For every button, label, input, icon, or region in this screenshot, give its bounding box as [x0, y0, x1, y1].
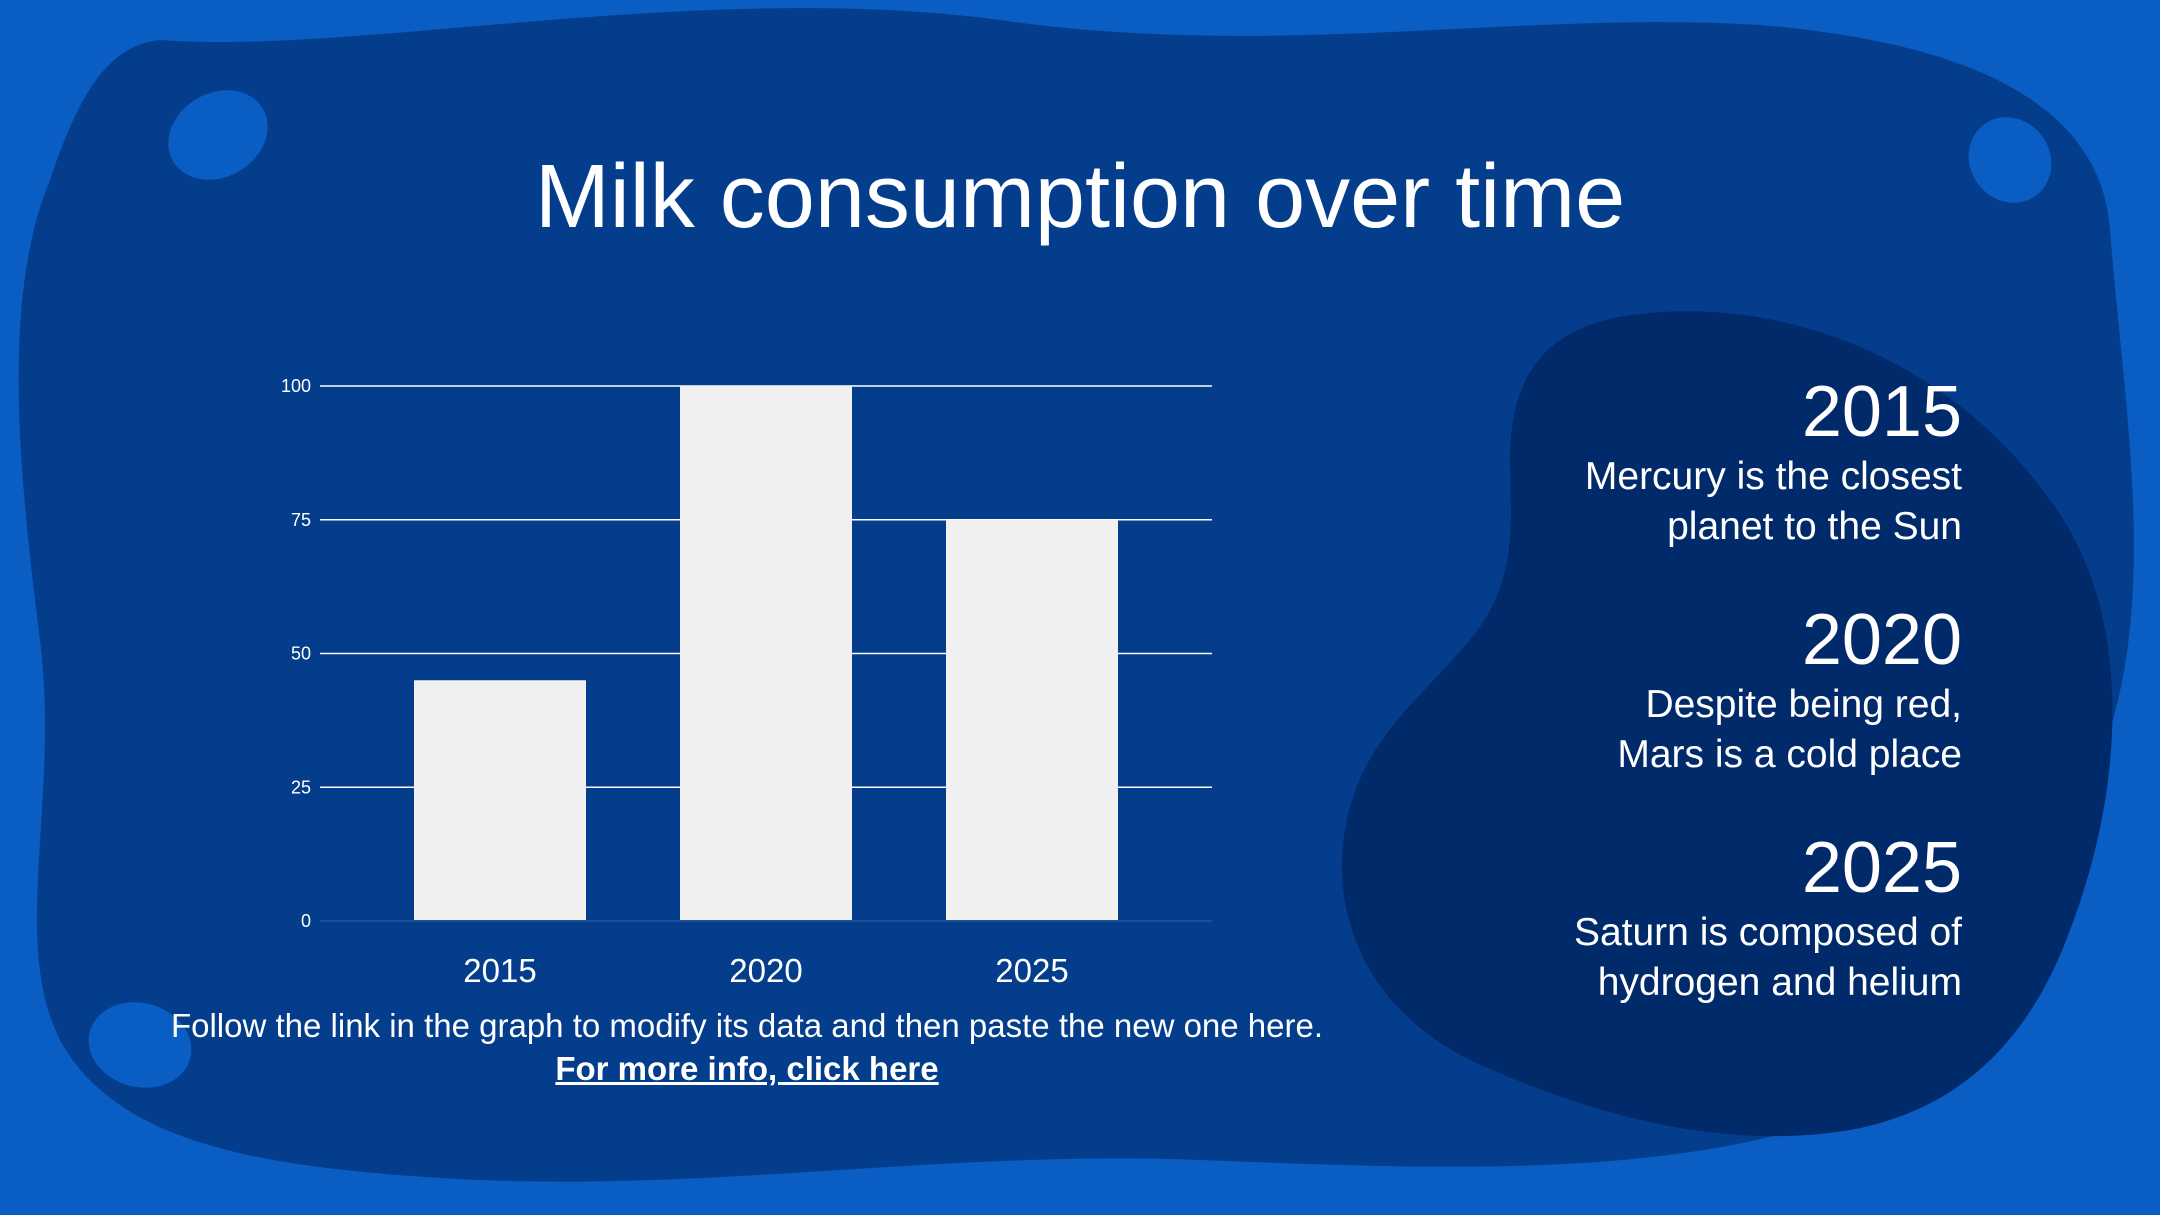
- chart-caption: Follow the link in the graph to modify i…: [150, 1004, 1344, 1090]
- bar: [680, 386, 852, 921]
- decor-blob-top-right: [1968, 117, 2052, 203]
- x-tick-label: 2015: [463, 952, 536, 989]
- bar: [414, 680, 586, 921]
- timeline-desc-line: Saturn is composed of: [1573, 911, 1962, 954]
- timeline-desc-line: hydrogen and helium: [1597, 961, 1962, 1004]
- timeline-year: 2015: [1801, 372, 1962, 452]
- timeline-desc-line: planet to the Sun: [1667, 505, 1962, 548]
- timeline-entry: 2025 Saturn is composed of hydrogen and …: [1402, 828, 1962, 1008]
- timeline-entry: 2020 Despite being red, Mars is a cold p…: [1402, 600, 1962, 780]
- bar: [946, 519, 1118, 921]
- decor-blob-dark: [1341, 311, 2113, 1137]
- decor-blob-bottom-left: [88, 1002, 192, 1088]
- y-tick-label: 0: [301, 911, 311, 931]
- more-info-link[interactable]: For more info, click here: [555, 1050, 939, 1087]
- timeline: 2015 Mercury is the closest planet to th…: [1402, 372, 1962, 1056]
- y-tick-label: 75: [291, 510, 311, 530]
- timeline-year: 2020: [1801, 600, 1962, 680]
- timeline-desc-line: Mars is a cold place: [1617, 733, 1962, 776]
- decor-blob-top-left: [168, 90, 268, 180]
- x-tick-label: 2020: [729, 952, 802, 989]
- y-tick-label: 50: [291, 644, 311, 664]
- timeline-year: 2025: [1801, 828, 1962, 908]
- timeline-entry: 2015 Mercury is the closest planet to th…: [1402, 372, 1962, 552]
- slide-title: Milk consumption over time: [534, 147, 1626, 247]
- x-tick-label: 2025: [995, 952, 1068, 989]
- timeline-desc-line: Despite being red,: [1645, 683, 1962, 726]
- y-tick-label: 100: [281, 376, 311, 396]
- caption-text: Follow the link in the graph to modify i…: [170, 1007, 1324, 1044]
- timeline-desc-line: Mercury is the closest: [1584, 455, 1962, 498]
- y-tick-label: 25: [291, 777, 311, 797]
